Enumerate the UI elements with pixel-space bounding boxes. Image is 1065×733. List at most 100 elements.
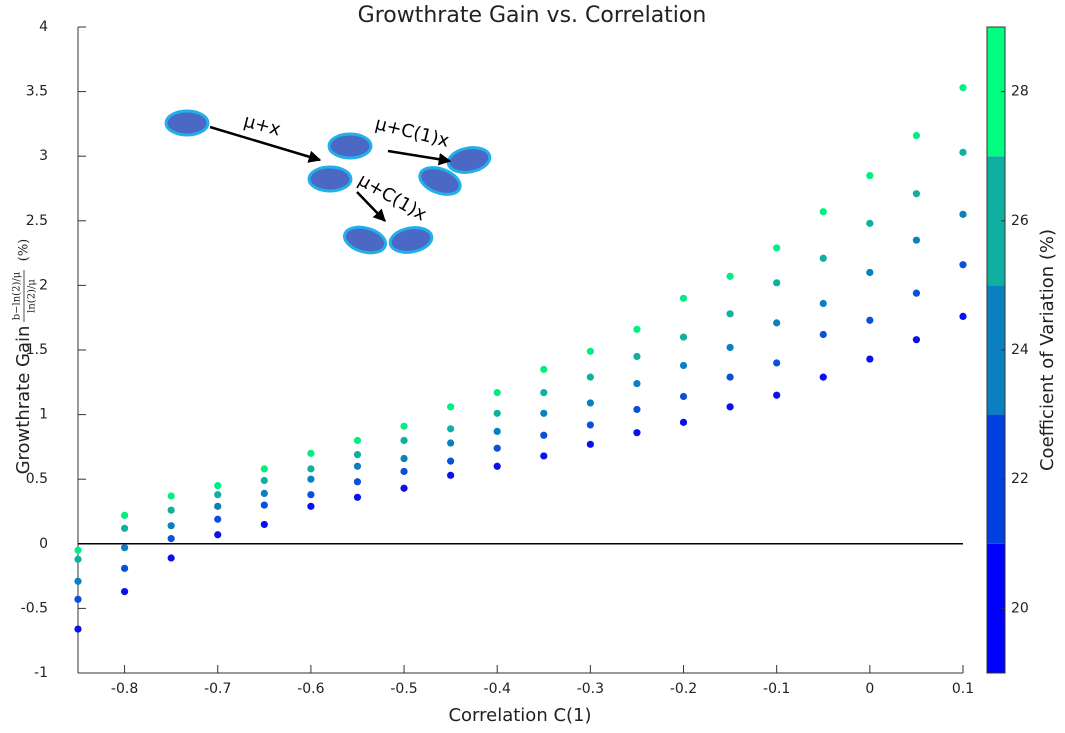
point bbox=[447, 457, 455, 465]
colorbar-tick-label: 22 bbox=[1011, 471, 1029, 487]
y-tick-label: 0.5 bbox=[26, 471, 48, 487]
point bbox=[167, 522, 175, 530]
colorbar-tick-label: 26 bbox=[1011, 213, 1029, 229]
colorbar-segment bbox=[987, 414, 1005, 544]
point bbox=[540, 365, 548, 373]
x-tick-label: 0.1 bbox=[952, 681, 974, 697]
point bbox=[912, 336, 921, 344]
point bbox=[493, 427, 501, 435]
point bbox=[633, 405, 641, 414]
point bbox=[120, 588, 129, 596]
point bbox=[633, 429, 641, 437]
point bbox=[726, 272, 734, 280]
point bbox=[74, 577, 82, 585]
point bbox=[726, 310, 734, 318]
point bbox=[74, 595, 82, 603]
cell bbox=[164, 109, 210, 137]
point bbox=[679, 418, 688, 426]
point bbox=[400, 436, 408, 445]
point bbox=[679, 294, 688, 302]
point bbox=[866, 316, 874, 324]
point bbox=[586, 373, 594, 381]
point bbox=[307, 491, 315, 499]
colorbar-segment bbox=[987, 27, 1005, 157]
point bbox=[214, 482, 222, 490]
point bbox=[726, 403, 734, 411]
point bbox=[167, 554, 175, 562]
point bbox=[633, 325, 641, 333]
y-axis-label: Growthrate Gain bbox=[13, 326, 34, 475]
x-tick-label: -0.5 bbox=[390, 681, 417, 697]
point bbox=[959, 210, 967, 218]
point bbox=[353, 462, 362, 470]
point bbox=[912, 289, 921, 297]
colorbar-label: Coefficient of Variation (%) bbox=[1037, 229, 1058, 471]
cell bbox=[327, 132, 373, 160]
point bbox=[773, 244, 781, 252]
colorbar-tick-label: 24 bbox=[1011, 342, 1029, 358]
point bbox=[400, 467, 408, 476]
point bbox=[167, 535, 175, 543]
point bbox=[726, 343, 734, 352]
colorbar-segment bbox=[987, 543, 1005, 673]
point bbox=[447, 403, 455, 411]
point bbox=[959, 84, 967, 92]
point bbox=[540, 409, 548, 417]
point bbox=[307, 475, 315, 483]
point bbox=[307, 449, 315, 457]
inset-diagram: μ+x μ+C(1)x μ+C(1)x bbox=[164, 109, 492, 255]
y-tick-label: -1 bbox=[34, 665, 48, 681]
point bbox=[493, 462, 501, 470]
point bbox=[260, 501, 268, 509]
annotation: μ+x bbox=[241, 111, 283, 141]
arrow bbox=[387, 149, 452, 166]
point bbox=[679, 361, 688, 370]
point bbox=[214, 491, 222, 499]
point bbox=[214, 515, 222, 523]
y-tick-label: 2 bbox=[39, 277, 48, 293]
point bbox=[773, 319, 781, 327]
point bbox=[447, 425, 455, 433]
point bbox=[493, 444, 501, 452]
point bbox=[726, 373, 734, 381]
point bbox=[819, 330, 827, 339]
y-tick-label: 3.5 bbox=[26, 84, 48, 100]
point bbox=[819, 299, 827, 308]
point bbox=[586, 347, 594, 355]
point bbox=[773, 359, 781, 367]
point bbox=[819, 254, 827, 262]
point bbox=[74, 625, 82, 633]
x-tick-label: 0 bbox=[865, 681, 874, 697]
point bbox=[400, 422, 408, 430]
point bbox=[120, 524, 129, 532]
point bbox=[912, 190, 921, 198]
cell bbox=[388, 226, 434, 254]
colorbar-tick-label: 20 bbox=[1011, 600, 1029, 616]
point bbox=[540, 431, 548, 439]
point bbox=[493, 409, 501, 417]
annotation: μ+C(1)x bbox=[373, 113, 451, 152]
point bbox=[866, 355, 874, 363]
cell bbox=[446, 146, 492, 174]
y-label-unit: (%) bbox=[17, 239, 32, 262]
x-tick-label: -0.7 bbox=[204, 681, 231, 697]
point bbox=[586, 399, 594, 407]
chart-title: Growthrate Gain vs. Correlation bbox=[358, 3, 707, 28]
point bbox=[120, 564, 129, 572]
colorbar-tick-label: 28 bbox=[1011, 84, 1029, 100]
point bbox=[866, 219, 874, 227]
point bbox=[959, 312, 967, 321]
point bbox=[260, 465, 268, 473]
point bbox=[633, 379, 641, 388]
y-tick-label: 2.5 bbox=[26, 213, 48, 229]
y-tick-label: 1.5 bbox=[26, 342, 48, 358]
point bbox=[260, 476, 268, 485]
point bbox=[493, 389, 501, 397]
point bbox=[214, 531, 222, 539]
point bbox=[120, 544, 129, 552]
point bbox=[866, 268, 874, 277]
point bbox=[400, 484, 408, 492]
x-tick-label: -0.6 bbox=[297, 681, 324, 697]
colorbar-segment bbox=[987, 285, 1005, 415]
